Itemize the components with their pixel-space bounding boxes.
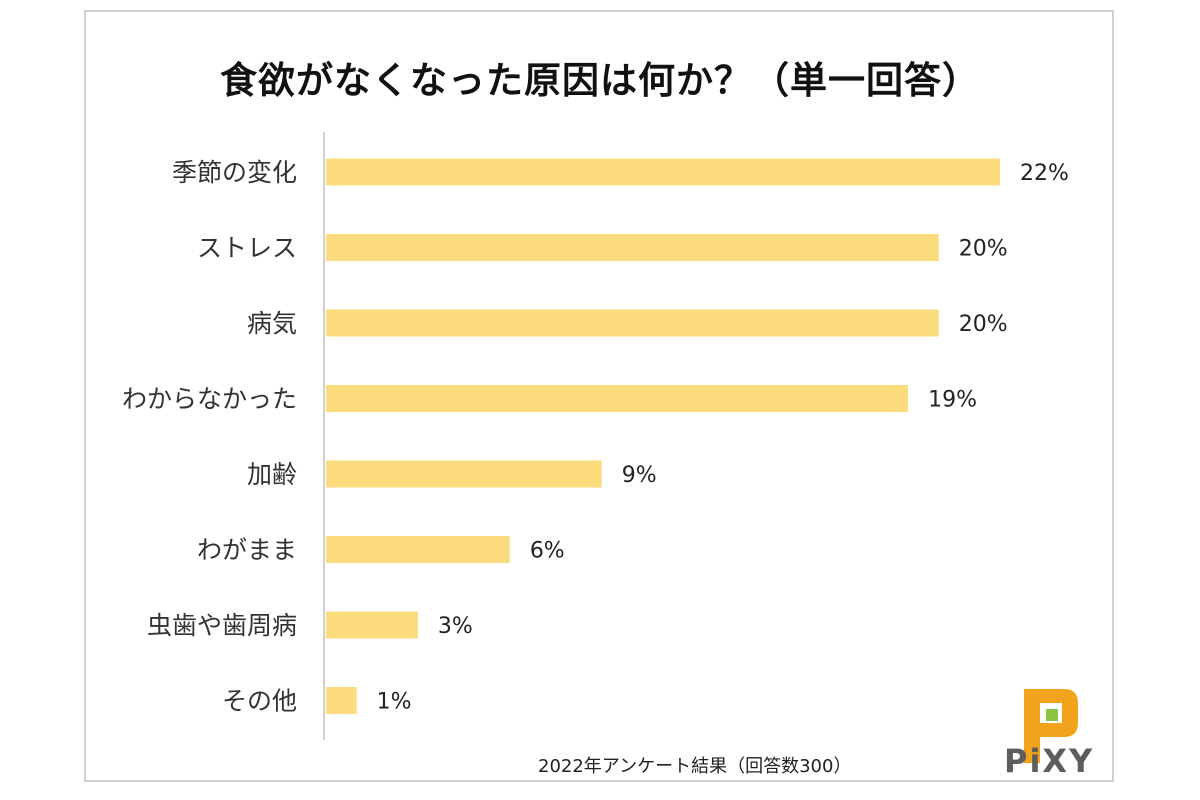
value-label: 6% — [530, 539, 565, 564]
bar — [326, 611, 418, 639]
category-label: 季節の変化 — [172, 158, 297, 187]
bar — [326, 687, 357, 714]
value-label: 20% — [959, 237, 1008, 262]
value-label: 20% — [959, 312, 1008, 337]
value-label: 3% — [438, 614, 473, 639]
bar — [326, 385, 909, 412]
category-label: その他 — [222, 687, 297, 716]
chart-title: 食欲がなくなった原因は何か？（単一回答） — [220, 59, 980, 102]
category-label: 虫歯や歯周病 — [147, 611, 297, 640]
logo-text: PiXY — [1004, 742, 1095, 780]
bar — [326, 536, 510, 563]
bar — [326, 460, 602, 488]
value-label: 9% — [622, 463, 657, 488]
category-label: 加齢 — [247, 460, 297, 489]
bar — [326, 234, 939, 261]
pixy-logo-icon — [1012, 683, 1122, 783]
survey-note: 2022年アンケート結果（回答数300） — [538, 756, 852, 777]
value-label: 19% — [928, 388, 977, 413]
value-label: 22% — [1020, 161, 1069, 186]
value-label: 1% — [377, 690, 412, 715]
category-label: 病気 — [247, 309, 297, 338]
bar — [326, 158, 1000, 186]
category-label: わがまま — [197, 536, 297, 565]
category-label: わからなかった — [122, 385, 297, 414]
bar — [326, 309, 939, 337]
category-label: ストレス — [197, 234, 297, 263]
